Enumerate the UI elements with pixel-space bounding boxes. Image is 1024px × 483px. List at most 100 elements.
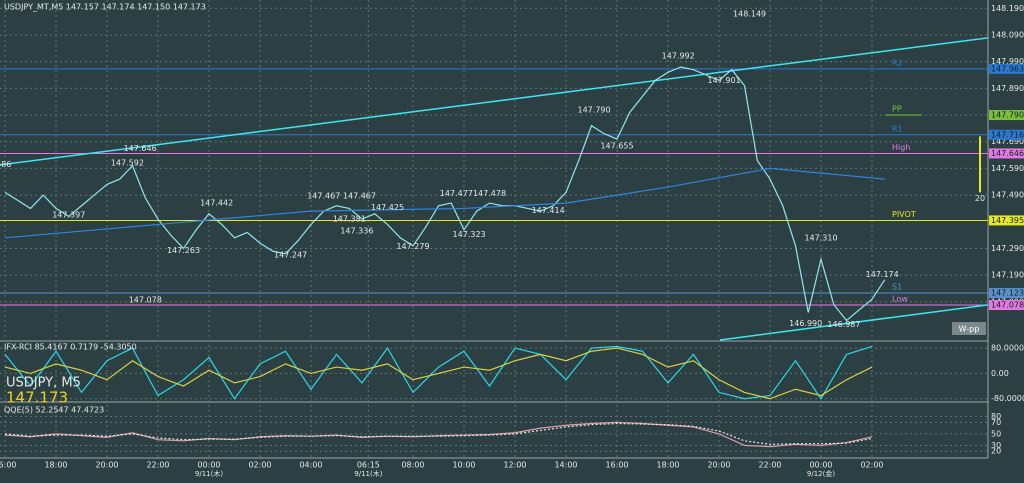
price-annotation: 147.586	[0, 160, 11, 169]
last-price: 147.173	[6, 389, 68, 407]
level-name: R1	[892, 124, 903, 133]
level-box	[989, 300, 1024, 311]
x-tick-label: 16:00	[605, 461, 628, 470]
level-value: 147.078	[991, 301, 1024, 310]
x-tick-label: 20:00	[95, 461, 118, 470]
y-tick-label: 147.290	[991, 244, 1024, 253]
x-date-label: 9/12(金)	[807, 469, 835, 478]
y-tick-label: 70	[991, 418, 1001, 427]
x-tick-label: 12:00	[503, 461, 526, 470]
price-annotation: 147.478	[473, 189, 506, 198]
x-tick-label: 14:00	[554, 461, 577, 470]
y-tick-label: 147.190	[991, 271, 1024, 280]
y-tick-label: 148.090	[991, 30, 1024, 39]
series-line	[4, 421, 873, 448]
x-tick-label: 02:00	[860, 461, 883, 470]
x-tick-label: 18:00	[44, 461, 67, 470]
qqe-header: QQE(5) 52.2547 47.4723	[4, 406, 104, 415]
y-tick-label: -80.0000	[991, 394, 1024, 403]
price-annotation: 147.414	[532, 206, 565, 215]
x-tick-label: 22:00	[758, 461, 781, 470]
y-tick-label: 147.490	[991, 191, 1024, 200]
y-tick-label: 30	[991, 441, 1001, 450]
plot-area: 147.586 147.592 147.646 147.397 147.442 147.2…	[0, 0, 988, 458]
price-annotation: 146.987	[827, 320, 860, 329]
y-tick-label: 147.590	[991, 164, 1024, 173]
price-annotation: 147.310	[804, 234, 837, 243]
x-tick-label: 00:00	[809, 461, 832, 470]
price-annotation: 147.078	[129, 296, 162, 305]
level-value: 147.716	[991, 130, 1024, 139]
level-box	[989, 288, 1024, 299]
w-pp-box	[952, 322, 986, 335]
trend-line	[719, 304, 988, 341]
series-line	[4, 345, 873, 400]
series-line	[4, 422, 873, 445]
price-annotation: 147.323	[453, 230, 486, 239]
x-tick-label: 04:00	[299, 461, 322, 470]
chart-header: USDJPY_MT,M5 147.157 147.174 147.150 147…	[4, 3, 206, 12]
series-line	[4, 66, 886, 322]
price-annotation: 147.336	[340, 227, 373, 236]
y-tick-label: 0.00	[991, 369, 1009, 378]
x-tick-label: 16:00	[0, 461, 17, 470]
level-name: R2	[892, 58, 903, 67]
x-tick-label: 08:00	[401, 461, 424, 470]
level-box	[989, 110, 1024, 121]
x-tick-label: 06:15	[357, 461, 380, 470]
x-tick-label: 02:00	[248, 461, 271, 470]
y-tick-label: 50	[991, 429, 1001, 438]
level-name: PIVOT	[892, 210, 916, 219]
y-tick-label: 20	[991, 447, 1001, 456]
level-name: Low	[892, 295, 908, 304]
price-annotation: 147.425	[371, 203, 404, 212]
level-name: S1	[892, 283, 902, 292]
y-tick-label: 148.190	[991, 4, 1024, 13]
level-box	[989, 129, 1024, 140]
level-name: High	[892, 143, 910, 152]
series-line	[4, 347, 873, 400]
price-annotation: 148.149	[733, 10, 766, 19]
x-tick-label: 10:00	[452, 461, 475, 470]
price-annotation: 147.467	[343, 192, 376, 201]
price-annotation: 147.247	[274, 250, 307, 259]
price-annotation: 147.442	[200, 198, 233, 207]
price-annotation: 147.279	[396, 242, 429, 251]
price-annotation: 147.397	[52, 210, 85, 219]
symbol-label: USDJPY, M5	[6, 376, 81, 391]
y-tick-label: 80.0000	[991, 344, 1024, 353]
price-annotation: 147.477	[440, 189, 473, 198]
price-annotation: 147.646	[124, 144, 157, 153]
x-tick-label: 22:00	[146, 461, 169, 470]
level-box	[989, 215, 1024, 226]
level-name: PP	[892, 105, 902, 114]
y-tick-label: 147.690	[991, 137, 1024, 146]
x-tick-label: 18:00	[656, 461, 679, 470]
price-annotation: 147.467	[307, 192, 340, 201]
price-annotation: 147.263	[167, 246, 200, 255]
price-annotation: 147.992	[662, 52, 695, 61]
level-value: 147.123	[991, 289, 1024, 298]
price-annotation: 147.790	[578, 106, 611, 115]
w-pp-label: W-pp	[959, 325, 980, 334]
level-value: 147.395	[991, 216, 1024, 225]
price-annotation: 147.655	[600, 142, 633, 151]
price-annotation: 147.174	[866, 270, 899, 279]
x-tick-label: 20:00	[707, 461, 730, 470]
range-label: 20	[975, 194, 985, 203]
price-annotation: 147.381	[333, 215, 366, 224]
rci-header: IFX-RCI 85.4167 0.7179 -54.3050	[4, 343, 137, 352]
series-line	[4, 167, 885, 239]
level-box	[989, 148, 1024, 159]
y-tick-label: 147.990	[991, 57, 1024, 66]
trend-line	[0, 37, 988, 166]
x-date-label: 9/11(木)	[195, 469, 223, 478]
level-value: 147.790	[991, 111, 1024, 120]
level-value: 147.963	[991, 64, 1024, 73]
level-value: 147.646	[991, 149, 1024, 158]
level-box	[989, 63, 1024, 74]
price-annotation: 147.901	[708, 76, 741, 85]
